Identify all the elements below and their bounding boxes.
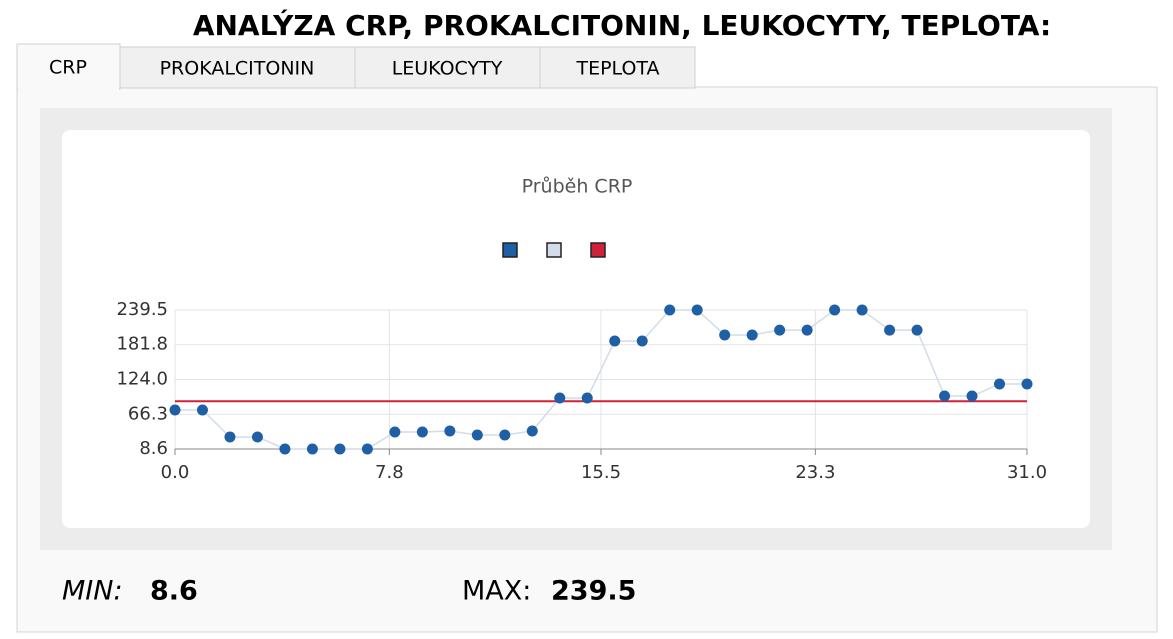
data-point: [719, 329, 731, 341]
data-point: [554, 392, 566, 404]
data-point: [306, 443, 318, 455]
y-tick-label: 66.3: [128, 403, 168, 424]
tab-label[interactable]: CRP: [49, 57, 87, 79]
data-point: [856, 304, 868, 316]
data-point: [636, 335, 648, 347]
x-tick-label: 7.8: [375, 462, 404, 483]
data-point: [966, 390, 978, 402]
x-tick-label: 15.5: [581, 462, 621, 483]
data-point: [361, 443, 373, 455]
legend-swatch: [546, 242, 562, 258]
data-point: [994, 378, 1006, 390]
max-label: MAX:: [462, 576, 531, 607]
data-point: [224, 431, 236, 443]
data-point: [939, 390, 951, 402]
x-tick-label: 31.0: [1007, 462, 1047, 483]
legend-swatch: [502, 242, 518, 258]
data-point: [801, 324, 813, 336]
data-point: [746, 329, 758, 341]
data-point: [884, 324, 896, 336]
tab-bar: CRP PROKALCITONIN LEUKOCYTY TEPLOTA: [16, 43, 696, 90]
data-point: [499, 429, 511, 441]
y-tick-label: 181.8: [116, 334, 168, 355]
data-point: [911, 324, 923, 336]
data-point: [829, 304, 841, 316]
data-point: [251, 431, 263, 443]
data-point: [389, 426, 401, 438]
data-point: [609, 335, 621, 347]
min-label: MIN:: [62, 576, 123, 607]
data-point: [169, 404, 181, 416]
data-point: [526, 425, 538, 437]
data-point: [664, 304, 676, 316]
min-value: 8.6: [150, 576, 198, 607]
x-tick-label: 23.3: [795, 462, 835, 483]
tab[interactable]: [354, 46, 541, 89]
data-point: [774, 324, 786, 336]
data-point: [444, 425, 456, 437]
data-point: [334, 443, 346, 455]
tab-join: [18, 86, 119, 90]
y-tick-label: 8.6: [139, 438, 168, 459]
data-point: [581, 392, 593, 404]
series-layer: [169, 304, 1033, 455]
chart-card: [62, 130, 1090, 528]
legend: [502, 242, 606, 258]
chart-title: Průběh CRP: [522, 176, 633, 198]
page-title: ANALÝZA CRP, PROKALCITONIN, LEUKOCYTY, T…: [193, 8, 1051, 42]
plot: 8.6 66.3 124.0 181.8 239.5 0.0 7.8 15.5 23.3 31.0: [116, 299, 1047, 483]
tab-label[interactable]: TEPLOTA: [575, 58, 659, 80]
data-point: [1021, 378, 1033, 390]
data-point: [691, 304, 703, 316]
tab-label[interactable]: PROKALCITONIN: [160, 58, 315, 80]
tab[interactable]: [539, 46, 696, 89]
y-tick-label: 239.5: [116, 299, 168, 320]
max-value: 239.5: [551, 576, 636, 607]
x-tick-label: 0.0: [161, 462, 190, 483]
data-point: [471, 429, 483, 441]
data-point: [279, 443, 291, 455]
tab-label[interactable]: LEUKOCYTY: [392, 58, 503, 80]
data-point: [196, 404, 208, 416]
tab[interactable]: [119, 46, 356, 89]
y-tick-label: 124.0: [116, 369, 168, 390]
data-point: [416, 426, 428, 438]
legend-swatch: [590, 242, 606, 258]
